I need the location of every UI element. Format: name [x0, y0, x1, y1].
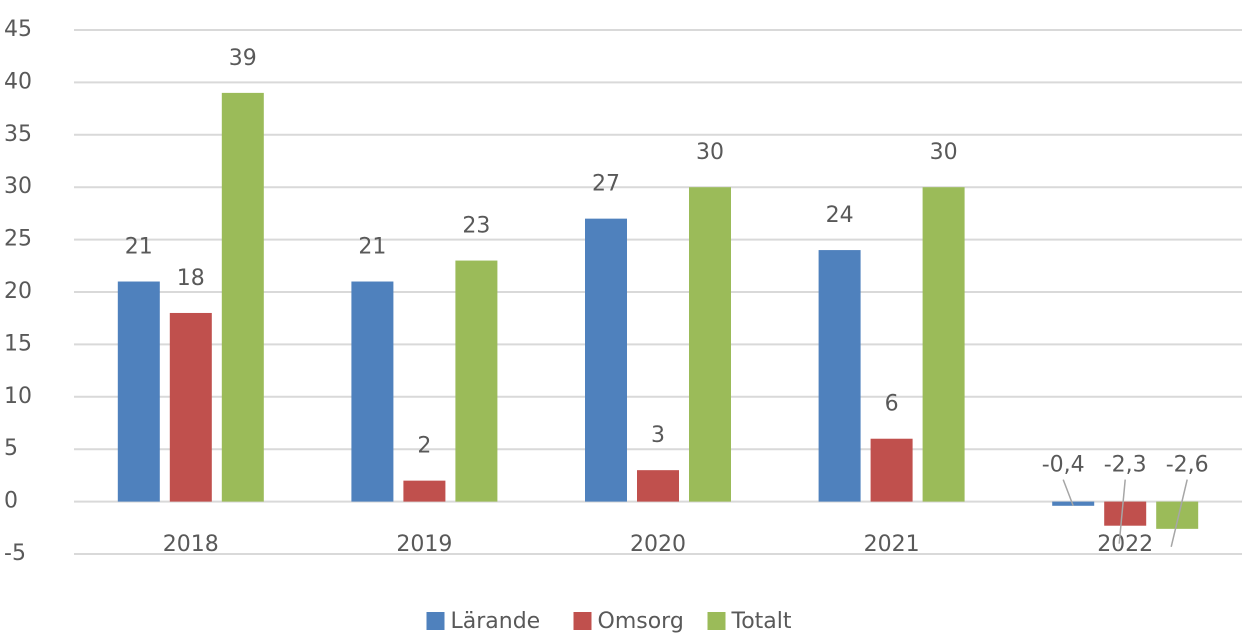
bar	[818, 250, 861, 502]
bar	[922, 187, 965, 502]
leader-line	[1118, 479, 1126, 544]
bar	[117, 281, 160, 502]
bar	[221, 92, 264, 502]
bar	[689, 187, 731, 502]
legend-label: Totalt	[731, 609, 792, 634]
y-tick-label: 35	[4, 122, 32, 147]
data-label: 2	[417, 434, 431, 459]
legend-swatch	[426, 612, 445, 630]
data-label: -2,3	[1104, 453, 1147, 478]
y-tick-label: 10	[4, 384, 32, 409]
x-tick-label: 2022	[1097, 532, 1153, 557]
data-label: 21	[125, 235, 153, 260]
legend-label: Lärande	[451, 609, 541, 634]
data-label: 27	[592, 172, 620, 197]
bar	[870, 438, 913, 502]
bar	[403, 480, 446, 502]
legend-swatch	[573, 612, 592, 630]
data-label: 21	[358, 235, 386, 260]
legend-label: Omsorg	[598, 609, 684, 634]
y-tick-label: 0	[4, 489, 18, 514]
bar	[455, 260, 498, 502]
x-tick-label: 2018	[163, 532, 219, 557]
data-label: 30	[930, 140, 958, 165]
y-tick-label: 5	[4, 436, 18, 461]
data-label: -0,4	[1042, 453, 1085, 478]
bar	[351, 281, 394, 502]
y-tick-label: -5	[4, 541, 26, 566]
legend-swatch	[707, 612, 726, 630]
leader-line	[1170, 479, 1188, 548]
data-label: 23	[462, 214, 490, 239]
y-tick-label: 40	[4, 69, 32, 94]
data-label: -2,6	[1166, 453, 1209, 478]
leader-line	[1062, 479, 1074, 507]
bar	[585, 218, 627, 502]
data-label: 6	[885, 392, 899, 417]
data-label: 3	[651, 423, 665, 448]
bar	[637, 470, 679, 502]
data-label: 30	[696, 140, 724, 165]
data-label: 24	[826, 203, 854, 228]
bar	[169, 312, 212, 502]
data-label: 18	[177, 266, 205, 291]
x-tick-label: 2020	[630, 532, 686, 557]
data-label: 39	[229, 46, 257, 71]
x-tick-label: 2019	[396, 532, 452, 557]
bar	[1104, 501, 1147, 526]
y-tick-label: 15	[4, 331, 32, 356]
x-tick-label: 2021	[864, 532, 920, 557]
y-tick-label: 20	[4, 279, 32, 304]
y-tick-label: 45	[4, 17, 32, 42]
y-tick-label: 30	[4, 174, 32, 199]
y-tick-label: 25	[4, 227, 32, 252]
